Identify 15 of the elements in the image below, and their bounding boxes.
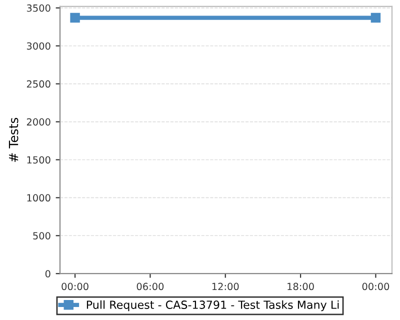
x-tick-label: 12:00 xyxy=(212,282,239,290)
legend-label: Pull Request - CAS-13791 - Test Tasks Many Li xyxy=(86,300,339,312)
y-tick-label: 2500 xyxy=(26,80,50,88)
x-tick-label: 00:00 xyxy=(362,282,390,290)
x-tick-label: 00:00 xyxy=(62,282,88,290)
y-tick-label: 1000 xyxy=(27,194,50,202)
y-tick-label: 1500 xyxy=(27,156,50,164)
y-tick-label: 3000 xyxy=(26,42,50,50)
x-tick-label: 18:00 xyxy=(288,282,314,290)
y-axis-title: # Tests xyxy=(8,118,18,162)
x-tick-label: 06:00 xyxy=(136,282,164,290)
y-tick-label: 0 xyxy=(45,270,50,278)
y-tick-label: 500 xyxy=(33,232,50,240)
y-tick-label: 2000 xyxy=(26,118,50,126)
y-tick-label: 3500 xyxy=(26,4,50,12)
